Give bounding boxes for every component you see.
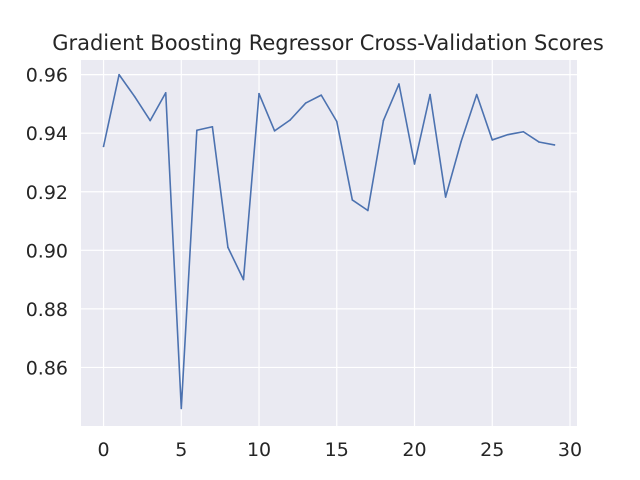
data-point xyxy=(320,94,323,96)
data-point xyxy=(429,93,431,96)
data-point xyxy=(538,141,540,143)
x-tick-label: 15 xyxy=(325,439,349,461)
data-point xyxy=(351,199,354,201)
data-point xyxy=(460,140,462,143)
data-point xyxy=(413,163,416,165)
y-tick-label: 0.94 xyxy=(26,123,68,145)
y-tick-label: 0.96 xyxy=(26,65,68,87)
y-tick-label: 0.92 xyxy=(26,182,68,204)
data-point xyxy=(133,95,136,98)
data-point xyxy=(149,119,151,122)
data-point xyxy=(211,125,214,128)
data-point xyxy=(475,93,478,96)
data-point xyxy=(491,139,494,141)
grid-lines xyxy=(81,60,577,426)
x-tick-label: 0 xyxy=(97,439,109,461)
data-point xyxy=(227,246,229,249)
data-point xyxy=(102,145,105,148)
series-layer xyxy=(102,73,556,410)
x-tick-label: 5 xyxy=(175,439,187,461)
data-point xyxy=(444,196,447,198)
x-tick-label: 20 xyxy=(402,439,426,461)
chart-title: Gradient Boosting Regressor Cross-Valida… xyxy=(52,31,604,55)
data-point xyxy=(304,102,307,104)
y-tick-label: 0.86 xyxy=(26,357,68,379)
data-point xyxy=(258,92,260,95)
data-point xyxy=(196,129,198,132)
data-point xyxy=(164,91,167,94)
data-point xyxy=(367,209,369,212)
y-tick-label: 0.90 xyxy=(26,240,68,262)
data-point xyxy=(289,119,291,121)
x-axis-ticks: 0 5 10 15 20 25 30 xyxy=(97,439,582,461)
y-tick-label: 0.88 xyxy=(26,299,68,321)
data-point xyxy=(118,73,120,76)
x-tick-label: 30 xyxy=(558,439,582,461)
y-axis-ticks: 0.86 0.88 0.90 0.92 0.94 0.96 xyxy=(26,65,68,380)
data-point xyxy=(273,130,276,132)
data-point xyxy=(242,278,245,281)
x-tick-label: 25 xyxy=(480,439,504,461)
data-point xyxy=(382,119,385,122)
data-point xyxy=(398,83,400,85)
x-tick-label: 10 xyxy=(247,439,271,461)
data-point xyxy=(522,130,525,133)
data-point xyxy=(335,120,338,123)
data-point xyxy=(553,144,556,146)
data-point xyxy=(507,133,509,136)
series-line xyxy=(102,73,556,410)
data-point xyxy=(180,407,183,410)
plot-area xyxy=(81,60,577,426)
